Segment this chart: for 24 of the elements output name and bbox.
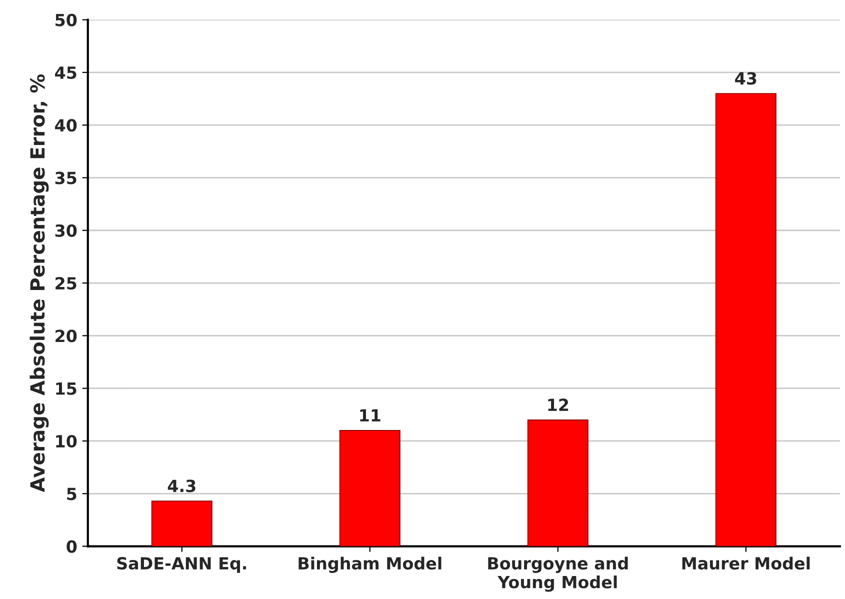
x-tick-label: Bourgoyne and Young Model bbox=[488, 556, 628, 592]
y-tick-label: 25 bbox=[56, 276, 76, 290]
y-tick-label: 45 bbox=[55, 66, 76, 79]
y-axis-title: Average Absolute Percentage Error, % bbox=[30, 74, 49, 492]
data-label: 4.3 bbox=[168, 480, 196, 492]
x-tick-label: Maurer Model bbox=[682, 556, 810, 570]
y-tick-label: 0 bbox=[66, 540, 77, 553]
data-label: 11 bbox=[360, 409, 380, 422]
x-tick-label: SaDE-ANN Eq. bbox=[117, 557, 246, 573]
data-label: 12 bbox=[548, 398, 568, 411]
y-tick-label: 15 bbox=[56, 382, 76, 395]
bar bbox=[151, 500, 212, 546]
y-tick-label: 30 bbox=[55, 224, 77, 237]
bar bbox=[527, 420, 588, 546]
bar bbox=[715, 93, 776, 546]
y-tick-label: 40 bbox=[55, 119, 77, 132]
y-tick-label: 10 bbox=[56, 434, 77, 448]
data-label: 43 bbox=[735, 72, 756, 85]
y-tick-label: 35 bbox=[55, 172, 76, 184]
y-tick-label: 50 bbox=[56, 14, 77, 26]
y-tick-label: 5 bbox=[67, 488, 76, 500]
y-tick-label: 20 bbox=[56, 330, 77, 342]
bar bbox=[339, 430, 400, 546]
x-tick-label: Bingham Model bbox=[298, 556, 442, 573]
